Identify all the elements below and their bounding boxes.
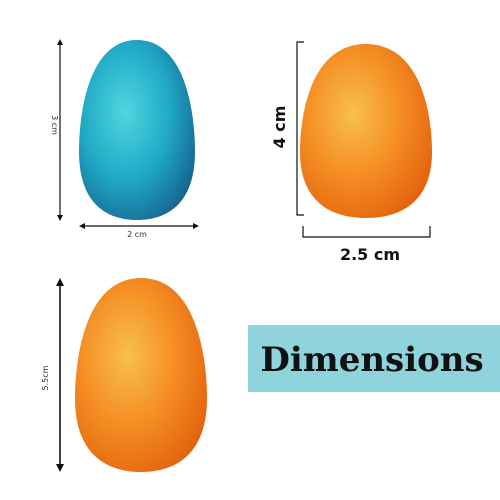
large-height-label: 5.5cm [41,365,50,390]
height-bracket [296,41,304,216]
egg [75,278,207,472]
egg [300,44,432,218]
width-bracket [302,226,431,238]
orange-height-label: 4 cm [270,106,289,149]
eggs [75,40,432,472]
blue-width-label: 2 cm [127,230,147,239]
banner-box [248,325,500,392]
egg [79,40,195,220]
orange-width-label: 2.5 cm [340,245,400,264]
blue-height-label: 3 cm [50,115,59,135]
banner-text: Dimensions [260,340,483,380]
